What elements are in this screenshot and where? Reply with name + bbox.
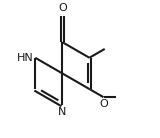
Text: O: O [99,99,108,109]
Text: O: O [58,3,67,13]
Text: N: N [58,107,67,117]
Text: HN: HN [16,53,33,63]
